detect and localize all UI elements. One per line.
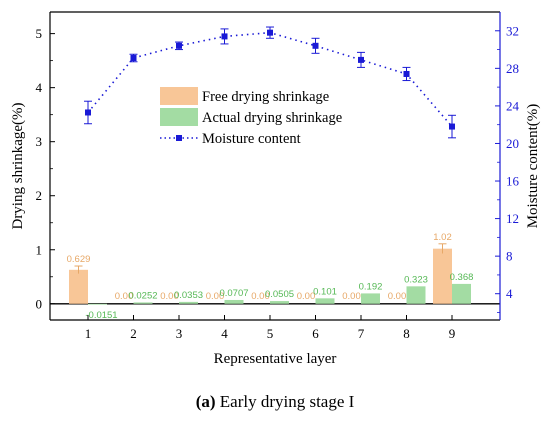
y-tick-label: 4 (36, 80, 43, 95)
actual-shrinkage-bar (452, 283, 471, 304)
caption-text: Early drying stage I (219, 392, 355, 411)
legend-entry: Free drying shrinkage (202, 89, 329, 105)
free-shrinkage-data-label: 0.00 (297, 291, 316, 302)
moisture-point (312, 42, 319, 49)
moisture-line (84, 26, 456, 139)
actual-shrinkage-data-label: 0.192 (359, 281, 383, 292)
legend-swatch-marker (176, 135, 182, 141)
legend-entry: Moisture content (202, 131, 301, 147)
moisture-point (449, 123, 455, 130)
y-tick-label: 5 (36, 26, 43, 41)
x-axis-label: Representative layer (214, 351, 337, 367)
y-axis-right-label: Moisture content(%) (525, 104, 541, 229)
y-right-tick-label: 12 (506, 211, 519, 226)
actual-shrinkage-bar (133, 302, 153, 304)
actual-shrinkage-bar (361, 293, 380, 304)
moisture-point (267, 29, 273, 36)
actual-shrinkage-data-label: 0.101 (313, 286, 337, 297)
x-tick-label: 3 (176, 326, 183, 341)
x-tick-label: 2 (130, 326, 137, 341)
free-shrinkage-data-label: 0.00 (251, 291, 270, 302)
free-shrinkage-bar (69, 269, 88, 304)
actual-shrinkage-bar (406, 286, 426, 304)
bars (69, 243, 471, 305)
free-shrinkage-data-label: 0.00 (206, 291, 225, 302)
y-right-tick-label: 24 (506, 98, 520, 113)
moisture-point (221, 33, 228, 40)
legend-entry: Actual drying shrinkage (202, 110, 342, 126)
actual-shrinkage-data-label: 0.0505 (265, 289, 294, 300)
y-right-tick-label: 4 (506, 286, 513, 301)
y-axis-label: Drying shrinkage(%) (10, 102, 26, 229)
free-shrinkage-data-label: 0.00 (388, 291, 407, 302)
x-tick-label: 1 (85, 326, 92, 341)
y-tick-label: 2 (36, 188, 43, 203)
y-tick-label: 3 (36, 134, 43, 149)
legend: Free drying shrinkage Actual drying shrin… (160, 87, 342, 147)
actual-shrinkage-data-label: 0.323 (404, 274, 428, 285)
actual-shrinkage-data-label: 0.368 (450, 272, 474, 283)
x-tick-label: 4 (221, 326, 228, 341)
x-tick-label: 5 (267, 326, 274, 341)
legend-swatch (160, 108, 198, 126)
actual-shrinkage-bar (315, 298, 335, 304)
moisture-point (130, 55, 137, 62)
actual-shrinkage-bar (88, 303, 107, 305)
actual-shrinkage-data-label: 0.0252 (128, 290, 157, 301)
y-right-tick-label: 28 (506, 61, 519, 76)
actual-shrinkage-bar (179, 301, 198, 304)
y-right-tick-label: 16 (506, 174, 520, 189)
free-shrinkage-data-label: 1.02 (433, 232, 452, 243)
actual-shrinkage-data-label: -0.0151 (85, 310, 117, 321)
actual-shrinkage-bar (270, 301, 289, 304)
y-tick-label: 1 (36, 242, 43, 257)
free-shrinkage-data-label: 0.00 (342, 291, 361, 302)
moisture-point (176, 42, 182, 49)
x-tick-label: 8 (403, 326, 410, 341)
moisture-point (358, 56, 364, 63)
x-tick-label: 7 (358, 326, 365, 341)
actual-shrinkage-data-label: 0.0353 (174, 290, 203, 301)
moisture-point (403, 70, 410, 77)
moisture-point (85, 109, 91, 116)
free-shrinkage-bar (433, 248, 452, 304)
y-tick-label: 0 (36, 296, 43, 311)
y-right-tick-label: 20 (506, 136, 519, 151)
figure-caption: (a) Early drying stage I (0, 392, 550, 412)
free-shrinkage-data-label: 0.629 (67, 254, 91, 265)
legend-swatch (160, 87, 198, 105)
x-tick-label: 6 (312, 326, 319, 341)
caption-letter: (a) (195, 392, 216, 411)
actual-shrinkage-bar (224, 299, 244, 304)
free-shrinkage-data-label: 0.00 (115, 291, 134, 302)
x-tick-label: 9 (449, 326, 456, 341)
free-shrinkage-data-label: 0.00 (160, 291, 179, 302)
y-right-tick-label: 8 (506, 249, 513, 264)
actual-shrinkage-data-label: 0.0707 (219, 288, 248, 299)
y-right-tick-label: 32 (506, 23, 519, 38)
